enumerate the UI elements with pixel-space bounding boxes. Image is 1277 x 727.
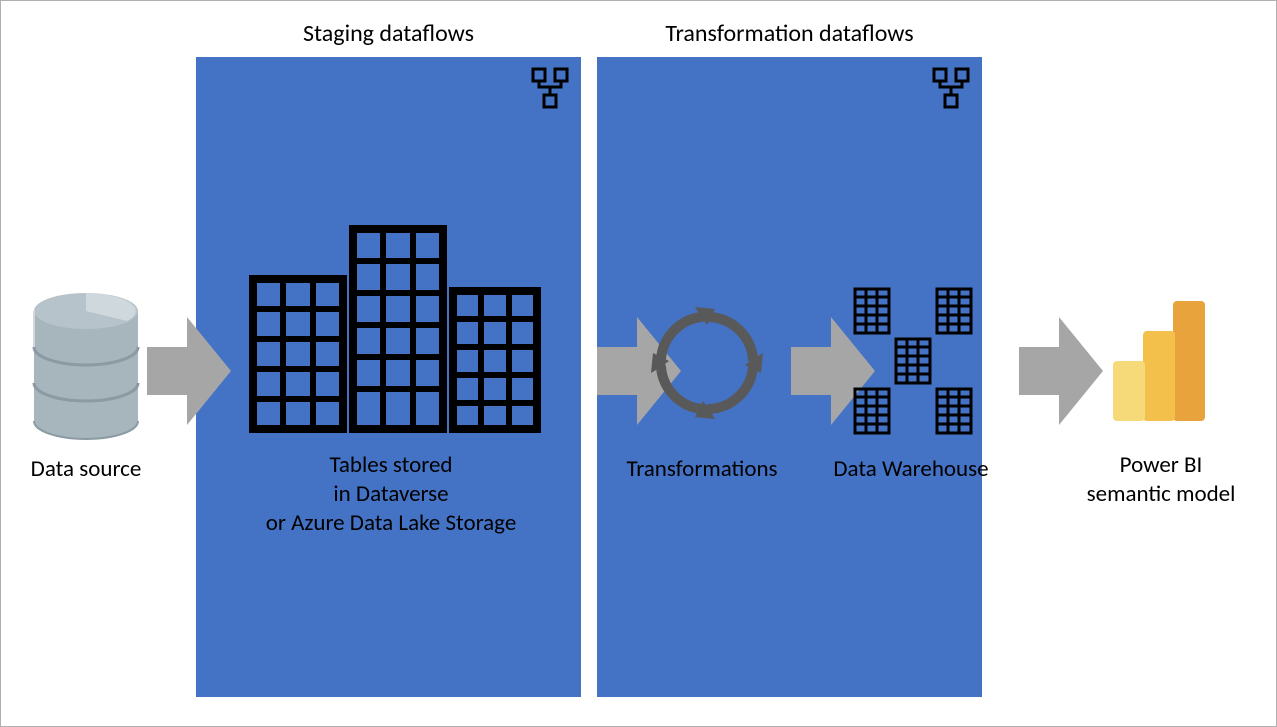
transform-title: Transformation dataflows bbox=[597, 19, 982, 48]
arrow-1 bbox=[147, 317, 231, 425]
warehouse-tables-icon bbox=[853, 287, 973, 437]
tables-buildings-icon bbox=[243, 219, 543, 437]
powerbi-icon bbox=[1103, 301, 1213, 425]
tables-stored-line1: Tables stored in Dataverse or Azure Data… bbox=[266, 451, 517, 537]
diagram-canvas: Staging dataflows Transformation dataflo… bbox=[0, 0, 1277, 727]
data-source-label: Data source bbox=[11, 455, 161, 484]
transformations-label: Transformations bbox=[609, 455, 795, 484]
arrow-4 bbox=[1019, 317, 1103, 425]
cycle-arrows-icon bbox=[647, 303, 767, 423]
tables-stored-label: Tables stored in Dataverse or Azure Data… bbox=[211, 451, 571, 537]
hierarchy-icon bbox=[926, 65, 974, 113]
powerbi-label-text: Power BI semantic model bbox=[1087, 451, 1236, 508]
staging-title: Staging dataflows bbox=[196, 19, 581, 48]
powerbi-label: Power BI semantic model bbox=[1061, 451, 1261, 509]
database-icon bbox=[31, 291, 141, 441]
hierarchy-icon bbox=[525, 65, 573, 113]
data-warehouse-label: Data Warehouse bbox=[821, 455, 1001, 484]
